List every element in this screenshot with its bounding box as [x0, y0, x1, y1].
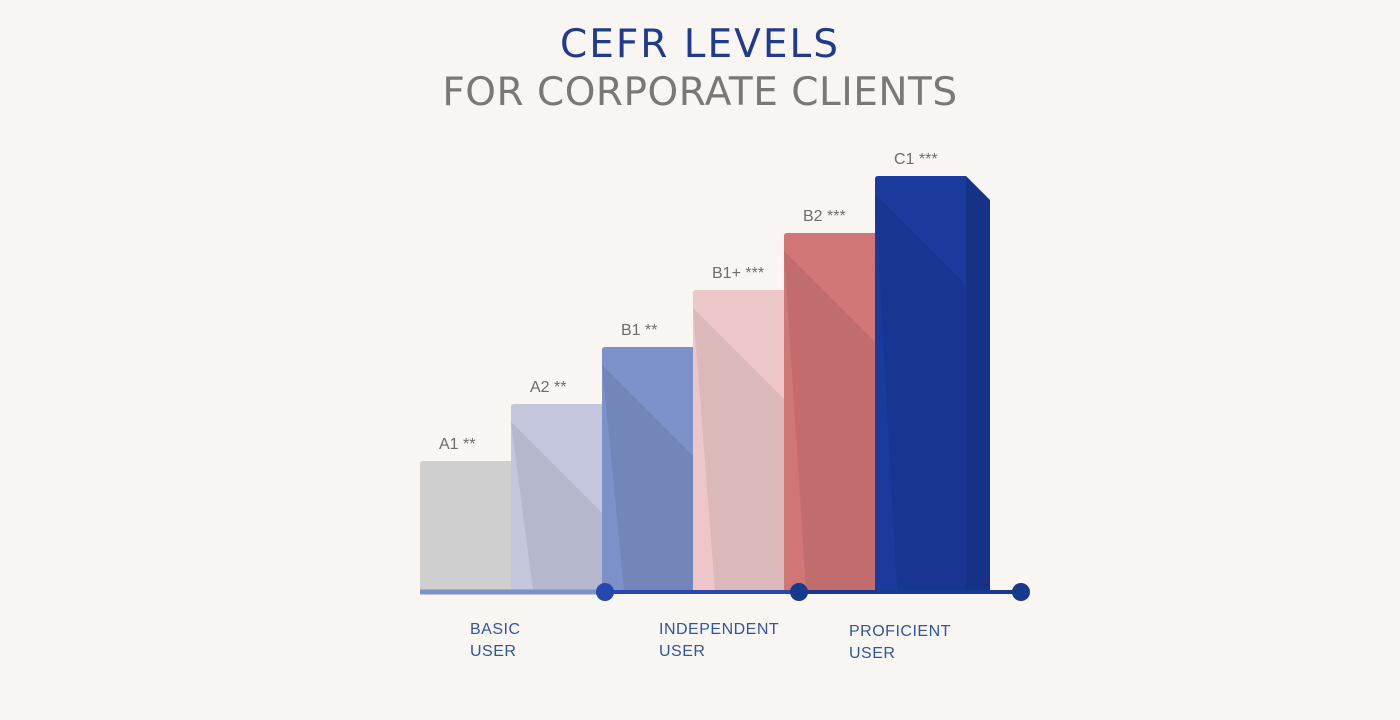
axis-marker-3 [1012, 583, 1030, 601]
group-label-independent-line2: USER [659, 643, 706, 660]
bar-side-6 [966, 176, 990, 590]
group-label-independent: INDEPENDENT USER [659, 619, 779, 663]
bar-front-2 [511, 404, 602, 590]
group-label-basic-line1: BASIC [470, 621, 521, 638]
bar-label-3: B1 ** [621, 322, 657, 339]
axis-marker-2 [790, 583, 808, 601]
group-label-independent-line1: INDEPENDENT [659, 621, 780, 638]
bar-label-6: C1 *** [894, 151, 938, 168]
bar-label-2: A2 ** [530, 379, 566, 396]
bar-side-shade-6 [966, 176, 990, 590]
bar-6 [875, 176, 990, 590]
group-label-proficient: PROFICIENT USER [849, 621, 951, 665]
bar-label-5: B2 *** [803, 208, 846, 225]
bar-shadow-4 [693, 308, 784, 590]
group-label-basic: BASIC USER [470, 619, 521, 663]
group-label-proficient-line2: USER [849, 645, 896, 662]
bar-shadow-6 [875, 194, 966, 590]
bar-front-6 [875, 176, 966, 590]
bar-shadow-5 [784, 251, 875, 590]
bar-label-1: A1 ** [439, 436, 475, 453]
chart-title: CEFR LEVELS [560, 22, 840, 67]
bar-front-1 [420, 461, 511, 590]
axis-marker-1 [596, 583, 614, 601]
group-label-proficient-line1: PROFICIENT [849, 623, 951, 640]
group-label-basic-line2: USER [470, 643, 517, 660]
bars [420, 176, 990, 590]
bar-shadow-3 [602, 365, 693, 590]
bar-front-4 [693, 290, 784, 590]
bar-front-5 [784, 233, 875, 590]
chart-subtitle: FOR CORPORATE CLIENTS [442, 70, 958, 115]
bar-label-4: B1+ *** [712, 265, 764, 282]
bar-front-3 [602, 347, 693, 590]
bar-shadow-2 [511, 422, 602, 590]
